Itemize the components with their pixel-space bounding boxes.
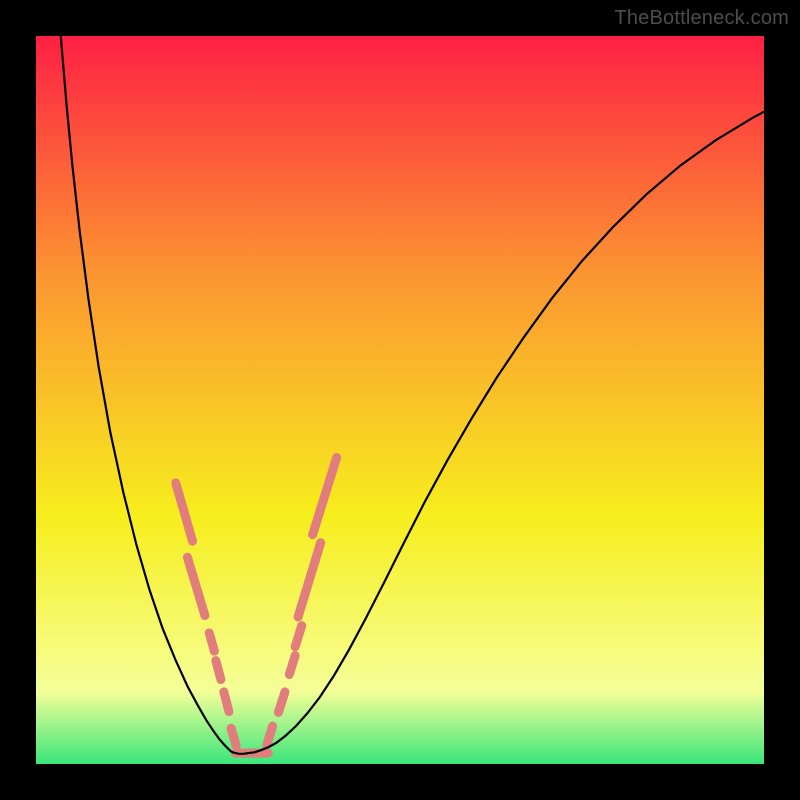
highlight-segment	[216, 661, 221, 680]
chart-frame: TheBottleneck.com	[0, 0, 800, 800]
highlight-segment	[278, 692, 285, 712]
watermark-text: TheBottleneck.com	[614, 7, 789, 30]
highlight-segment	[209, 633, 214, 651]
highlight-segment	[231, 728, 236, 745]
highlight-segment	[313, 458, 337, 535]
highlight-segment	[289, 656, 295, 675]
highlight-segment	[176, 483, 193, 541]
highlight-segment	[267, 726, 273, 745]
highlight-segment	[224, 692, 229, 712]
main-curve	[61, 36, 764, 754]
chart-svg	[36, 36, 764, 764]
highlight-segment	[295, 626, 302, 647]
highlight-segment	[187, 557, 204, 615]
plot-area	[36, 36, 764, 764]
highlight-segment	[298, 543, 321, 617]
